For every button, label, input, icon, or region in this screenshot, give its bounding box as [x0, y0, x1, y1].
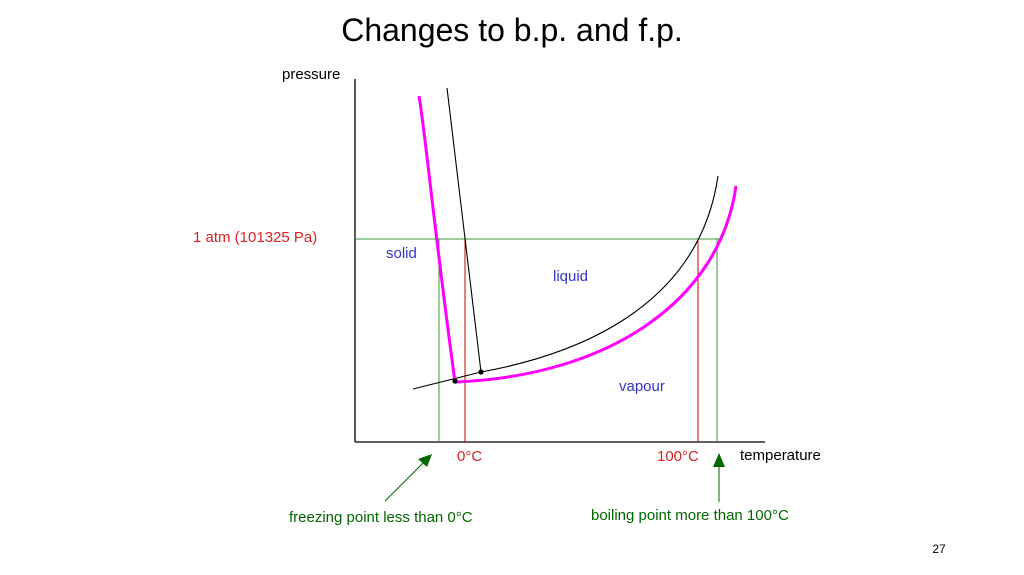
- pressure-marker-label: 1 atm (101325 Pa): [193, 229, 317, 246]
- pure-melting-curve: [446, 87, 482, 373]
- freezing-arrow-head: [418, 454, 432, 467]
- freezing-annotation: freezing point less than 0°C: [289, 509, 473, 526]
- tick-boiling-label: 100°C: [657, 448, 699, 465]
- tick-freezing-label: 0°C: [457, 448, 482, 465]
- solution-triple-point: [452, 378, 458, 384]
- region-vapour-label: vapour: [619, 378, 665, 395]
- freezing-arrow-shaft: [384, 460, 426, 502]
- x-axis-label: temperature: [740, 447, 821, 464]
- solution-vapour-curve: [454, 185, 738, 384]
- pure-triple-point: [478, 369, 484, 375]
- y-axis-label: pressure: [282, 66, 340, 83]
- region-liquid-label: liquid: [553, 268, 588, 285]
- slide-title: Changes to b.p. and f.p.: [341, 12, 683, 48]
- pure-sublimation-curve: [412, 371, 482, 390]
- solution-melting-curve: [417, 95, 457, 383]
- boiling-arrow-head: [713, 453, 725, 467]
- pure-vapour-curve: [480, 175, 719, 373]
- boiling-annotation: boiling point more than 100°C: [591, 507, 789, 524]
- slide-number: 27: [932, 542, 946, 556]
- region-solid-label: solid: [386, 245, 417, 262]
